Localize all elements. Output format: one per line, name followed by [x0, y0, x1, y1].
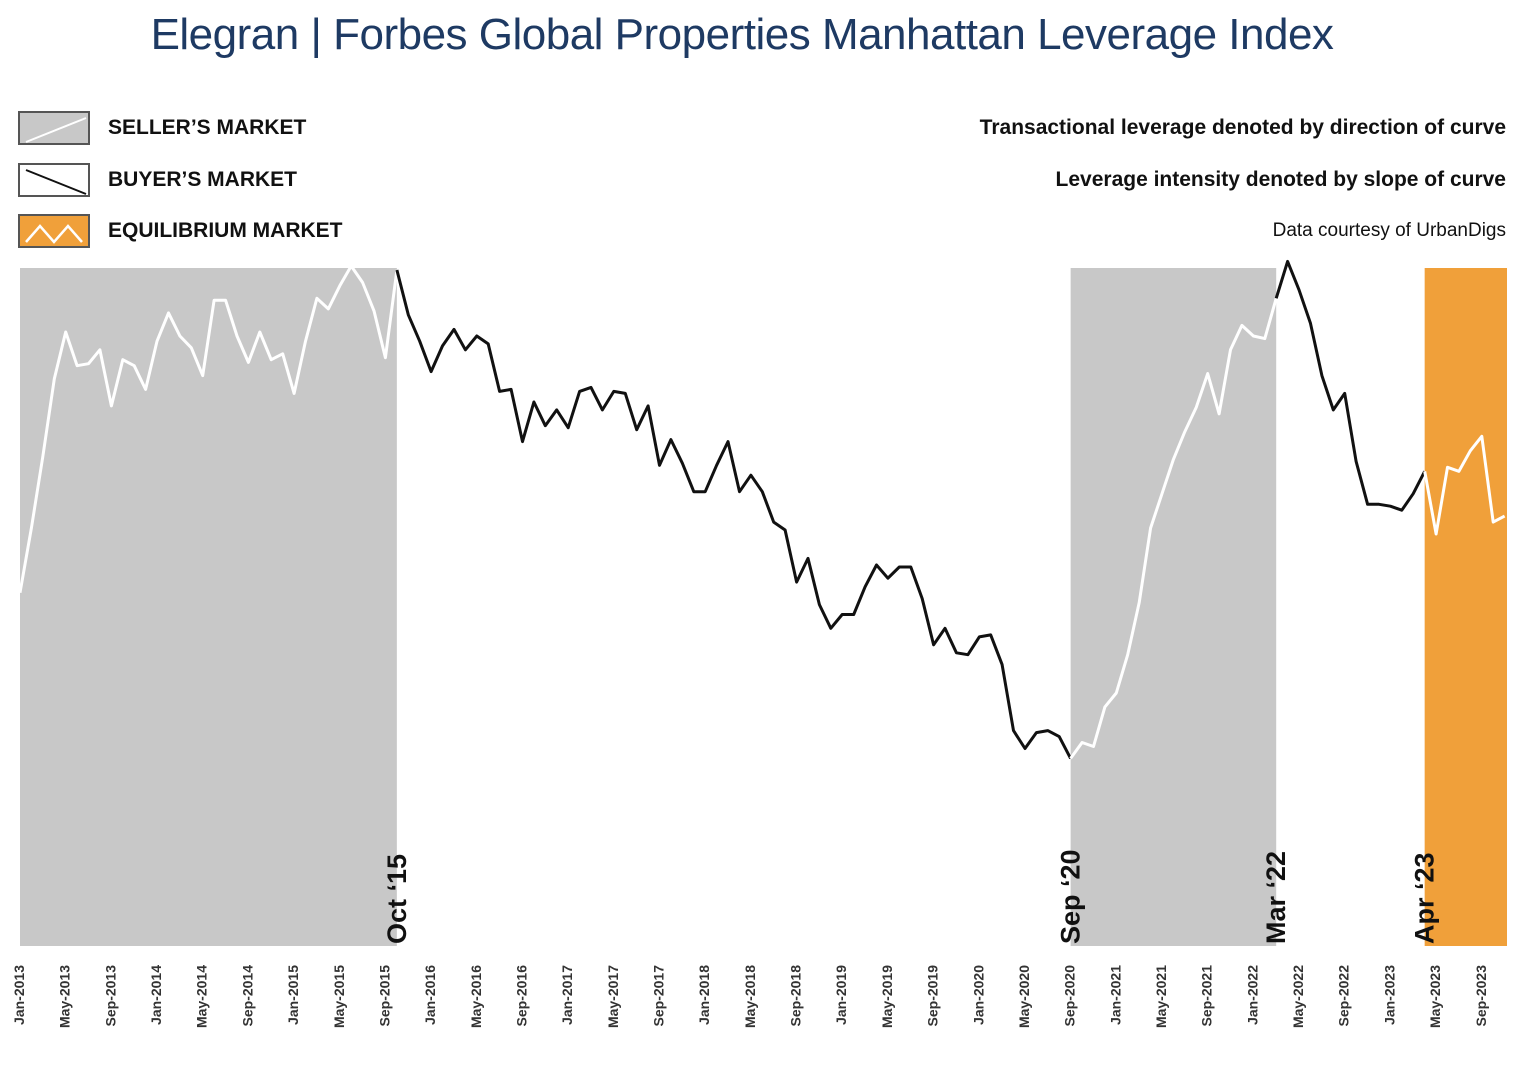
legend-label-seller: SELLER’S MARKET	[108, 116, 307, 139]
x-tick-label-26: Sep-2021	[1199, 965, 1215, 1027]
buyer-swatch-icon	[18, 163, 90, 197]
seller-region-0	[20, 268, 397, 946]
page-title: Elegran | Forbes Global Properties Manha…	[150, 10, 1334, 59]
x-tick-label-6: Jan-2015	[285, 965, 301, 1025]
x-tick-label-9: Jan-2016	[422, 965, 438, 1025]
x-tick-label-30: Jan-2023	[1381, 965, 1397, 1025]
index-line-segment-3	[1274, 259, 1427, 512]
x-tick-label-22: May-2020	[1016, 965, 1032, 1028]
seller-region-2	[1070, 268, 1277, 946]
transition-label-1: Oct ‘15	[382, 854, 412, 944]
transition-label-2: Sep ‘20	[1056, 849, 1086, 944]
x-tick-label-14: Sep-2017	[651, 965, 667, 1027]
x-tick-label-0: Jan-2013	[11, 965, 27, 1025]
note-direction: Transactional leverage denoted by direct…	[979, 116, 1506, 139]
note-source: Data courtesy of UrbanDigs	[1272, 220, 1506, 241]
x-tick-label-15: Jan-2018	[696, 965, 712, 1025]
equilibrium-region-4	[1424, 268, 1507, 946]
x-tick-label-24: Jan-2021	[1107, 965, 1123, 1025]
x-tick-label-23: Sep-2020	[1062, 965, 1078, 1027]
x-tick-label-3: Jan-2014	[148, 965, 164, 1025]
x-tick-label-7: May-2015	[331, 965, 347, 1028]
x-tick-label-12: Jan-2017	[559, 965, 575, 1025]
x-tick-label-1: May-2013	[57, 965, 73, 1028]
x-tick-label-31: May-2023	[1427, 965, 1443, 1028]
x-tick-label-11: Sep-2016	[513, 965, 529, 1027]
legend-item-buyer: BUYER’S MARKET	[18, 162, 297, 198]
equilibrium-swatch-icon	[18, 214, 90, 248]
x-tick-label-27: Jan-2022	[1244, 965, 1260, 1025]
legend-item-equilibrium: EQUILIBRIUM MARKET	[18, 213, 343, 249]
x-tick-label-25: May-2021	[1153, 965, 1169, 1028]
transition-label-4: Apr ‘23	[1410, 852, 1440, 944]
x-tick-label-13: May-2017	[605, 965, 621, 1028]
x-tick-label-4: May-2014	[194, 965, 210, 1028]
x-tick-label-10: May-2016	[468, 965, 484, 1028]
x-tick-label-8: Sep-2015	[376, 965, 392, 1027]
x-tick-label-18: Jan-2019	[833, 965, 849, 1025]
x-tick-label-20: Sep-2019	[925, 965, 941, 1027]
index-line-segment-4	[1423, 434, 1506, 536]
index-line-segment-2	[1069, 297, 1278, 760]
transition-label-3: Mar ‘22	[1261, 851, 1291, 944]
x-tick-label-32: Sep-2023	[1473, 965, 1489, 1027]
legend-label-buyer: BUYER’S MARKET	[108, 168, 298, 191]
x-tick-label-29: Sep-2022	[1336, 965, 1352, 1027]
index-line-segment-1	[395, 269, 1072, 760]
x-tick-label-21: Jan-2020	[970, 965, 986, 1025]
legend-item-seller: SELLER’S MARKET	[18, 110, 306, 146]
legend-label-equilibrium: EQUILIBRIUM MARKET	[108, 219, 343, 242]
x-tick-label-28: May-2022	[1290, 965, 1306, 1028]
x-tick-label-19: May-2019	[879, 965, 895, 1028]
seller-swatch-icon	[18, 111, 90, 145]
x-tick-label-16: May-2018	[742, 965, 758, 1028]
note-intensity: Leverage intensity denoted by slope of c…	[1055, 168, 1506, 191]
x-tick-label-5: Sep-2014	[239, 965, 255, 1027]
x-tick-label-2: Sep-2013	[102, 965, 118, 1027]
index-line-segment-0	[18, 264, 399, 593]
x-tick-label-17: Sep-2018	[788, 965, 804, 1027]
